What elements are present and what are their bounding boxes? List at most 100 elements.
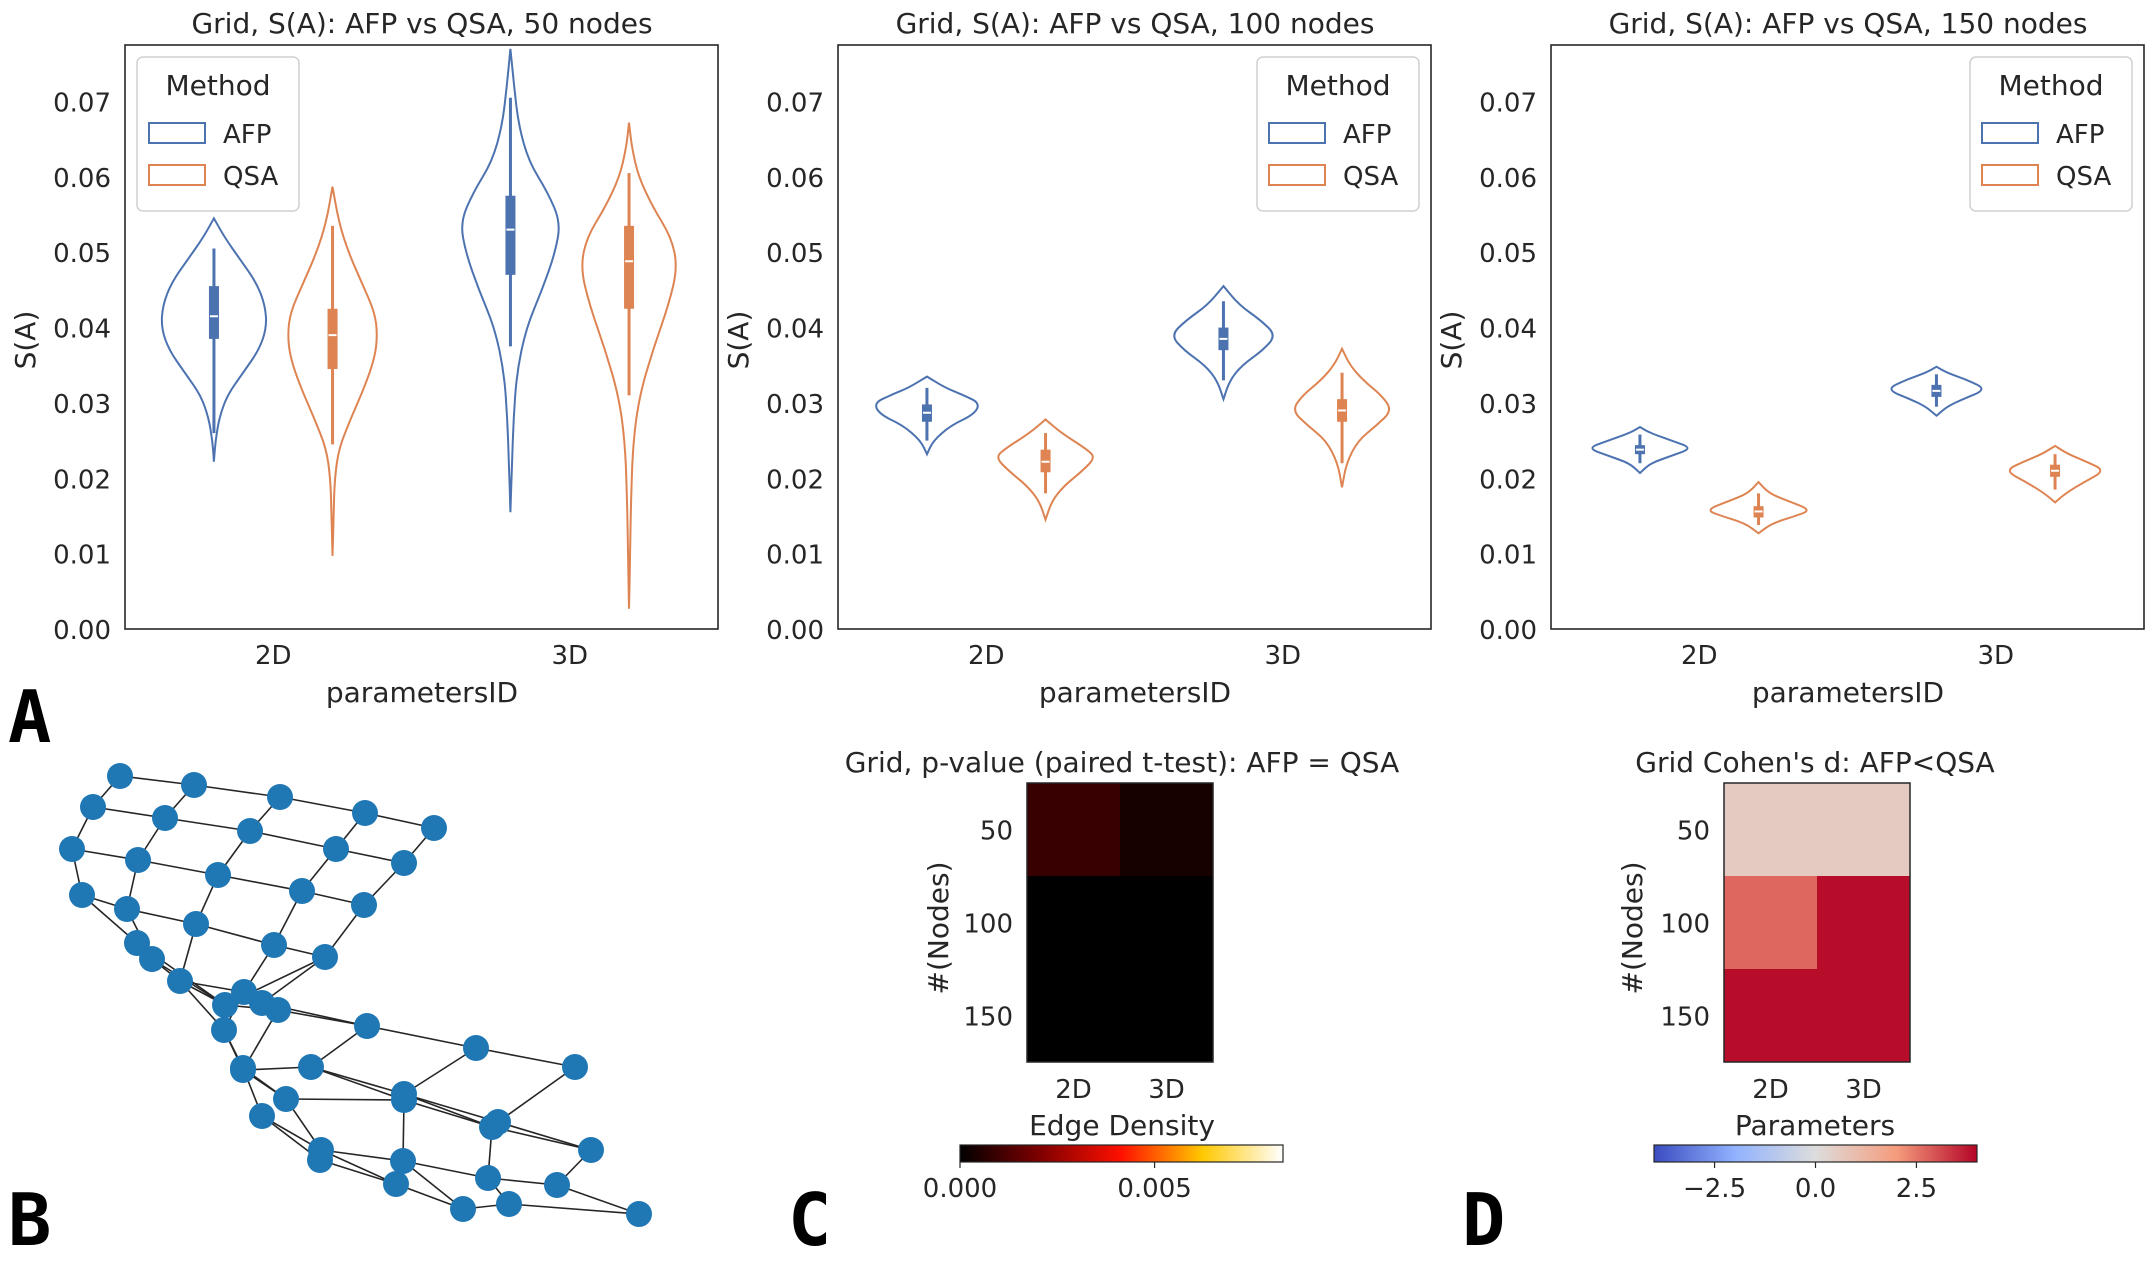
x-axis-label: parametersID [1752, 676, 1944, 709]
legend-swatch-afp [1981, 122, 2039, 144]
graph-edge [310, 1066, 405, 1095]
graph-edge [320, 1149, 404, 1162]
x-tick-label: 2D [968, 641, 1005, 671]
graph-node [267, 784, 293, 810]
y-tick-label: 0.06 [766, 164, 824, 194]
graph-node [351, 892, 377, 918]
legend-label-qsa: QSA [1343, 162, 1398, 192]
graph-edge [508, 1203, 640, 1215]
heatmap-cell [1120, 969, 1214, 1063]
violin-iqr-box [624, 225, 635, 309]
graph-edge [403, 1093, 493, 1128]
graph-edge [285, 1098, 405, 1101]
y-tick-label: 100 [963, 910, 1013, 940]
axes-frame [837, 44, 1432, 630]
heatmap-cell [1724, 969, 1818, 1063]
graph-node [463, 1035, 489, 1061]
graph-edge [261, 956, 326, 1004]
graph-node [354, 1013, 380, 1039]
heatmap-cell [1724, 783, 1818, 877]
x-tick-label: 3D [1264, 641, 1301, 671]
legend-label-afp: AFP [2056, 120, 2104, 150]
graph-node [391, 850, 417, 876]
y-tick-label: 0.06 [1479, 164, 1537, 194]
y-axis-label: #(Nodes) [1616, 862, 1649, 995]
panel-letter-b: B [8, 1178, 51, 1261]
graph-node [307, 1147, 333, 1173]
legend-box [136, 56, 300, 212]
chart-title: Grid Cohen's d: AFP<QSA [1635, 746, 1994, 779]
graph-edge [195, 923, 275, 946]
violin-chart-100-nodes: Grid, S(A): AFP vs QSA, 100 nodes parame… [722, 7, 1432, 709]
y-tick-label: 0.02 [1479, 465, 1537, 495]
graph-node [273, 1086, 299, 1112]
x-axis-label: parametersID [1039, 676, 1231, 709]
graph-node [578, 1137, 604, 1163]
y-axis-label: S(A) [1435, 311, 1468, 370]
y-tick-label: 0.05 [1479, 239, 1537, 269]
legend-swatch-afp [1268, 122, 1326, 144]
panel-letter-a: A [8, 675, 51, 759]
y-tick-label: 50 [980, 817, 1013, 847]
y-tick-label: 100 [1660, 910, 1710, 940]
graph-node [107, 763, 133, 789]
graph-edge [497, 1066, 576, 1123]
colorbar-tick-label: 0.0 [1795, 1174, 1836, 1204]
graph-node [298, 1054, 324, 1080]
violin-qsa-2d [997, 418, 1094, 523]
graph-edge [193, 784, 281, 798]
graph-node [212, 992, 238, 1018]
graph-node [167, 968, 193, 994]
panel-letter-d: D [1462, 1178, 1505, 1261]
y-tick-label: 0.05 [766, 239, 824, 269]
x-axis-label: Edge Density [1029, 1109, 1215, 1142]
y-tick-label: 0.00 [1479, 616, 1537, 646]
heatmap-cohens-d: Grid Cohen's d: AFP<QSA Parameters #(Nod… [1616, 746, 1995, 1204]
violin-chart-50-nodes: Grid, S(A): AFP vs QSA, 50 nodes paramet… [9, 7, 719, 709]
heatmap-cell [1817, 783, 1911, 877]
graph-edge [164, 817, 251, 832]
violin-afp-3d [1173, 284, 1274, 403]
grid-graph-drawing [59, 763, 652, 1227]
graph-node [265, 997, 291, 1023]
y-tick-label: 0.03 [53, 390, 111, 420]
y-tick-label: 150 [963, 1003, 1013, 1033]
graph-edge [403, 1099, 493, 1128]
graph-edge [491, 1126, 592, 1151]
graph-node [237, 818, 263, 844]
x-axis-label: parametersID [326, 676, 518, 709]
heatmap-cell [1027, 969, 1121, 1063]
y-tick-label: 0.03 [766, 390, 824, 420]
legend-swatch-qsa [148, 164, 206, 186]
legend-title: Method [1998, 69, 2103, 102]
graph-node [450, 1196, 476, 1222]
y-tick-label: 150 [1660, 1003, 1710, 1033]
x-tick-label: 2D [255, 641, 292, 671]
x-tick-label: 2D [1752, 1075, 1789, 1105]
chart-title: Grid, S(A): AFP vs QSA, 150 nodes [1609, 7, 2088, 40]
violin-qsa-2d [1709, 480, 1808, 535]
y-tick-label: 0.04 [53, 315, 111, 345]
heatmap-frame [1723, 782, 1911, 1063]
x-tick-label: 3D [551, 641, 588, 671]
graph-node [475, 1165, 501, 1191]
graph-node [59, 836, 85, 862]
graph-node [181, 772, 207, 798]
chart-title: Grid, p-value (paired t-test): AFP = QSA [845, 746, 1400, 779]
y-tick-label: 50 [1677, 817, 1710, 847]
legend-label-qsa: QSA [2056, 162, 2111, 192]
x-axis-label: Parameters [1735, 1109, 1895, 1142]
y-tick-label: 0.03 [1479, 390, 1537, 420]
violin-iqr-box [208, 286, 219, 339]
violin-qsa-3d [2008, 444, 2102, 504]
graph-node [80, 794, 106, 820]
graph-node [139, 946, 165, 972]
violin-afp-3d [461, 48, 560, 513]
violin-afp-2d [1591, 425, 1689, 475]
graph-edge [497, 1121, 592, 1151]
colorbar-tick-label: 0.005 [1117, 1174, 1191, 1204]
graph-node [544, 1172, 570, 1198]
colorbar-tick-label: 2.5 [1896, 1174, 1937, 1204]
heatmap-cell [1817, 969, 1911, 1063]
